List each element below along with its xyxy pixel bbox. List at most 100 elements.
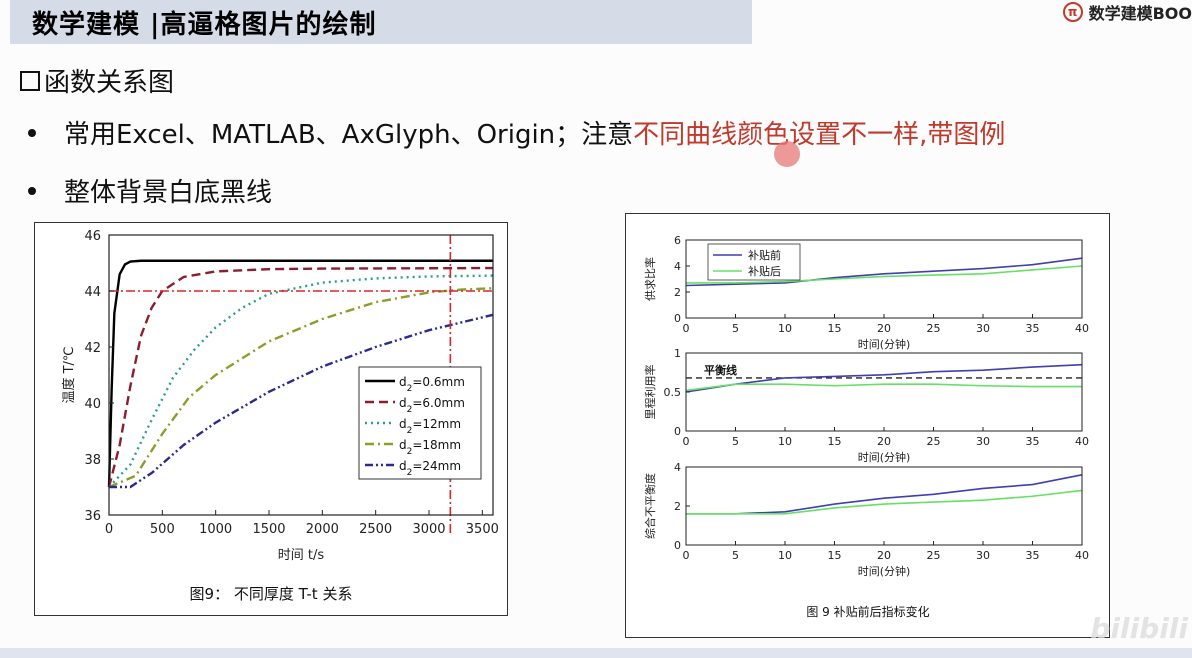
y-axis-label: 里程利用率 [643,365,657,420]
y-tick-label: 2 [674,286,681,299]
series-line [108,274,494,488]
x-tick-label: 40 [1075,322,1089,335]
x-tick-label: 15 [828,322,842,335]
x-tick-label: 0 [105,522,113,537]
brand-name: 数学建模BOO [1088,4,1192,23]
x-tick-label: 15 [828,549,842,562]
mouse-cursor-icon [774,141,800,167]
x-axis-label: 时间(分钟) [858,564,911,578]
series-line [685,257,1083,287]
x-tick-label: 1500 [252,522,285,537]
series-line [686,474,1083,515]
y-tick-label: 2 [674,500,681,513]
y-tick-label: 4 [674,260,681,273]
y-tick-label: 0 [674,425,681,438]
x-tick-label: 3000 [412,522,445,537]
slide-title: 数学建模 |高逼格图片的绘制 [32,10,377,40]
subplot-frame [685,352,1083,432]
x-tick-label: 25 [927,322,941,335]
temperature-chart-svg: 0 500 1000 1500 2000 2500 3000 3500 36 38 40 42 44 46… [61,229,499,603]
x-tick-label: 0 [683,549,690,562]
series-line [686,489,1083,515]
x-tick-label: 30 [976,435,990,448]
x-tick-label: 5 [732,435,739,448]
bullet-item: 常用Excel、MATLAB、AxGlyph、Origin；注意 不同曲线颜色设置… [28,114,1005,151]
x-tick-label: 40 [1075,549,1089,562]
y-tick-label: 0 [674,312,681,325]
bullet-dot-icon [28,186,36,195]
y-axis-label: 供求比率 [643,257,657,301]
series-line [685,383,1082,392]
x-tick-label: 20 [877,549,891,562]
pi-logo-icon: π [1062,2,1083,22]
x-tick-label: 25 [927,435,941,448]
x-tick-label: 15 [828,435,842,448]
y-tick-label: 0 [674,539,681,552]
legend-label: 补贴后 [748,264,781,278]
bullet-text: 常用Excel、MATLAB、AxGlyph、Origin；注意 [64,120,634,150]
legend-box [707,243,801,281]
legend-label: 补贴前 [748,248,781,262]
bullet-text: 整体背景白底黑线 [64,178,273,208]
bullet-dot-icon [28,128,36,137]
x-tick-label: 30 [976,322,990,335]
series-line [107,259,493,488]
y-tick-label: 1 [674,347,681,360]
figure-subsidy-indicators: 0 5 10 15 20 25 30 35 40 0 2 4 6 时间(分钟) 供求比率 平衡线 0 5 10 15 2… [625,213,1110,638]
slide-title-bar: 数学建模 |高逼格图片的绘制 [10,0,752,44]
figure-temperature-time: 0 500 1000 1500 2000 2500 3000 3500 36 38 40 42 44 46… [34,222,508,616]
checkbox-bullet-icon [20,70,40,91]
figure-caption: 图9： 不同厚度 T-t 关系 [190,585,353,603]
x-axis-label: 时间(分钟) [858,337,911,351]
y-tick-label: 38 [84,453,101,468]
bullet-highlight: 不同曲线颜色设置不一样,带图例 [633,120,1006,150]
x-axis-label: 时间(分钟) [858,450,911,464]
x-tick-label: 3500 [466,522,499,537]
series-line [685,363,1083,393]
x-tick-label: 1000 [199,522,232,537]
x-tick-label: 0 [683,322,690,335]
y-tick-label: 40 [84,397,101,412]
y-tick-label: 42 [84,341,101,356]
x-tick-label: 25 [927,549,941,562]
x-tick-label: 0 [683,435,690,448]
section-heading-text: 函数关系图 [44,68,175,98]
y-tick-label: 46 [84,229,101,244]
x-tick-label: 10 [778,322,792,335]
x-tick-label: 500 [150,522,175,537]
x-tick-label: 35 [1026,435,1040,448]
y-tick-label: 4 [674,461,681,474]
figure-caption: 图 9 补贴前后指标变化 [806,604,929,619]
legend-box [358,366,482,480]
x-tick-label: 5 [732,322,739,335]
bottom-banner [0,648,1192,658]
x-tick-label: 10 [778,549,792,562]
y-tick-label: 6 [674,234,681,247]
x-tick-label: 10 [778,435,792,448]
x-tick-label: 5 [732,549,739,562]
bullet-item: 整体背景白底黑线 [28,172,272,209]
brand: π 数学建模BOO [1062,0,1192,24]
y-axis-label: 综合不平衡度 [643,473,657,539]
balance-annotation: 平衡线 [704,363,737,377]
x-axis-label: 时间 t/s [278,548,325,563]
plot-frame [108,234,494,516]
series-line [109,313,494,489]
bilibili-watermark: bilibili [1090,612,1188,645]
y-tick-label: 0.5 [664,386,682,399]
x-tick-label: 20 [877,322,891,335]
x-tick-label: 30 [976,549,990,562]
series-line [686,265,1083,284]
x-tick-label: 40 [1075,435,1089,448]
y-tick-label: 36 [84,509,101,524]
subplot-frame [685,466,1083,546]
y-tick-label: 44 [84,285,101,300]
x-tick-label: 2000 [306,522,339,537]
y-axis-label: 温度 T/℃ [61,346,77,403]
x-tick-label: 20 [877,435,891,448]
x-tick-label: 2500 [359,522,392,537]
section-heading: 函数关系图 [20,62,174,99]
x-tick-label: 35 [1026,322,1040,335]
x-tick-label: 35 [1026,549,1040,562]
